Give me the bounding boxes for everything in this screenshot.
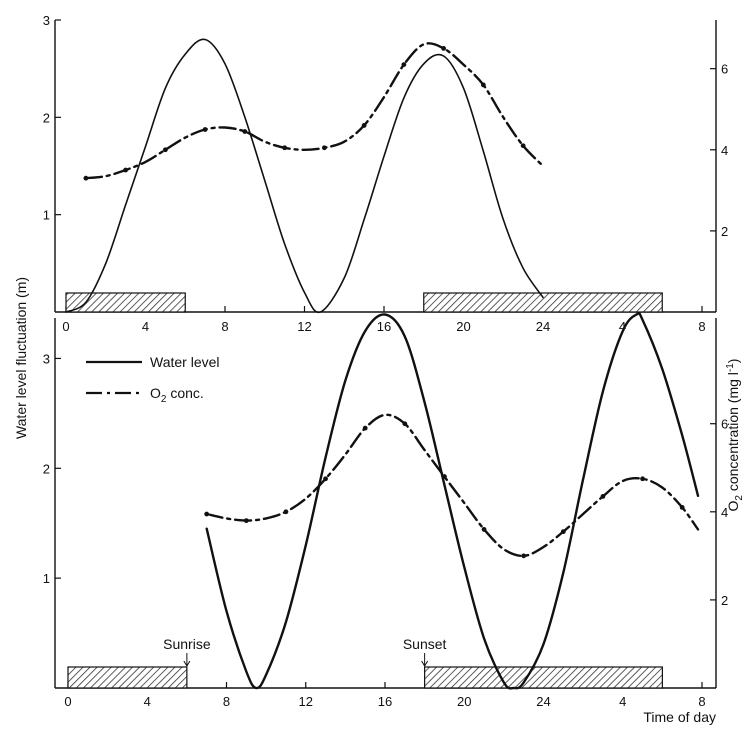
- x-tick-label: 20: [456, 319, 470, 334]
- o2-data-point: [481, 527, 487, 532]
- right-y-axis-title: O2 concentration (mg l-1): [725, 359, 745, 512]
- right-y-tick-label: 6: [721, 62, 728, 77]
- sunset-label: Sunset: [403, 636, 447, 652]
- night-bar: [67, 666, 188, 689]
- night-bar: [423, 292, 663, 313]
- o2-data-point: [480, 82, 486, 88]
- x-tick-label: 8: [698, 694, 705, 709]
- o2-data-point: [600, 493, 606, 499]
- o2-data-point: [204, 511, 210, 517]
- left-y-tick-label: 3: [43, 351, 50, 366]
- sunrise-label: Sunrise: [163, 636, 211, 652]
- o2-data-point: [441, 45, 447, 51]
- o2-data-point: [202, 127, 208, 132]
- water-level-line: [205, 311, 700, 690]
- right-y-tick-label: 2: [721, 224, 728, 239]
- o2-data-point: [123, 167, 129, 173]
- x-tick-label: 8: [221, 319, 228, 334]
- left-y-tick-label: 2: [43, 110, 50, 125]
- x-tick-label: 20: [457, 694, 471, 709]
- x-tick-label: 8: [698, 319, 705, 334]
- o2-data-point: [442, 474, 447, 479]
- x-tick-label: 16: [377, 319, 391, 334]
- x-axis-title: Time of day: [643, 709, 716, 725]
- left-y-tick-label: 1: [43, 571, 50, 586]
- o2-conc-line: [205, 413, 700, 558]
- o2-data-point: [243, 518, 249, 524]
- o2-data-point: [560, 529, 566, 535]
- x-tick-label: 4: [142, 319, 149, 334]
- o2-data-point: [323, 476, 328, 482]
- x-tick-label: 16: [378, 694, 392, 709]
- x-tick-label: 4: [144, 694, 151, 709]
- o2-data-point: [401, 62, 407, 68]
- legend-o2-label: O2 conc.: [150, 385, 204, 405]
- o2-data-point: [640, 476, 645, 482]
- legend-water-level-label: Water level: [150, 354, 220, 370]
- x-tick-label: 8: [223, 694, 230, 709]
- o2-data-point: [361, 123, 367, 128]
- o2-data-point: [362, 425, 368, 431]
- water-level-line: [65, 38, 544, 314]
- o2-data-point: [83, 175, 89, 181]
- x-tick-label: 0: [62, 319, 69, 334]
- o2-data-point: [521, 553, 527, 559]
- x-tick-label: 12: [297, 319, 311, 334]
- left-y-tick-label: 3: [43, 13, 50, 28]
- o2-data-point: [282, 145, 288, 151]
- night-bar: [65, 292, 186, 313]
- left-y-tick-label: 1: [43, 208, 50, 223]
- sunrise-arrow-head: [183, 660, 191, 667]
- x-tick-label: 4: [619, 319, 626, 334]
- o2-data-point: [321, 145, 327, 151]
- o2-data-point: [679, 505, 685, 510]
- x-tick-label: 12: [299, 694, 313, 709]
- x-tick-label: 0: [64, 694, 71, 709]
- left-y-tick-label: 2: [43, 461, 50, 476]
- night-bar: [424, 666, 663, 689]
- right-y-tick-label: 6: [721, 417, 728, 432]
- o2-data-point: [283, 509, 289, 515]
- o2-data-point: [242, 129, 248, 134]
- right-y-tick-label: 4: [721, 505, 728, 520]
- right-y-tick-label: 4: [721, 143, 728, 158]
- o2-data-point: [402, 421, 408, 427]
- x-tick-label: 24: [536, 319, 550, 334]
- x-tick-label: 4: [619, 694, 626, 709]
- left-y-axis-title: Water level fluctuation (m): [13, 277, 29, 439]
- sunset-arrow-head: [421, 660, 429, 667]
- x-tick-label: 24: [536, 694, 550, 709]
- right-y-tick-label: 2: [721, 593, 728, 608]
- o2-conc-line: [84, 42, 545, 180]
- legend: Water level O2 conc.: [86, 354, 220, 405]
- o2-data-point: [520, 143, 526, 149]
- o2-data-point: [162, 147, 168, 153]
